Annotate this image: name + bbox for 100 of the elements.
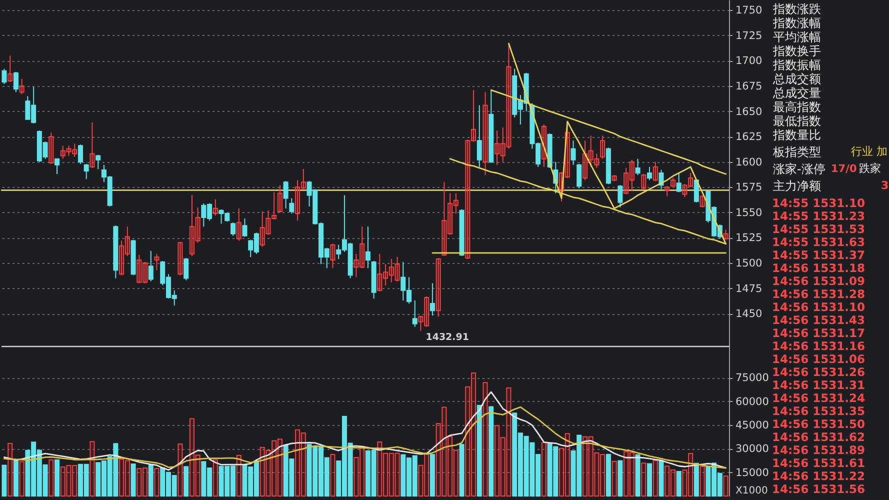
text: 14:56 1531.16 — [772, 339, 865, 353]
candlestick — [676, 172, 682, 193]
y-tick-label: 75000 — [736, 372, 769, 384]
candlestick — [448, 192, 453, 236]
bar — [635, 454, 640, 496]
candlestick — [295, 180, 300, 222]
bar — [559, 448, 564, 496]
candlestick — [230, 222, 236, 236]
candlestick — [300, 168, 306, 190]
candlestick — [471, 90, 476, 142]
text: 指数振幅 — [772, 58, 821, 72]
line-series — [4, 406, 726, 469]
text: 14:56 1531.18 — [772, 261, 865, 275]
candlestick — [242, 218, 248, 238]
candlestick — [582, 140, 588, 181]
y-tick-label: 1725 — [736, 30, 762, 42]
bar — [295, 429, 300, 496]
candlestick — [272, 192, 277, 220]
bar — [8, 442, 13, 496]
bar — [694, 462, 699, 496]
text: 14:56 1531.35 — [772, 404, 865, 418]
bar — [388, 452, 394, 496]
bar — [564, 433, 570, 496]
candlestick — [629, 159, 634, 192]
bar — [629, 452, 634, 496]
text: 行业 加 — [851, 145, 888, 158]
candlestick — [442, 182, 447, 256]
y-tick-label: 1450 — [736, 308, 762, 320]
line-series — [4, 391, 726, 471]
bar — [19, 461, 24, 496]
bar — [424, 452, 430, 496]
bar — [688, 453, 694, 496]
y-tick-label: 1575 — [736, 182, 762, 194]
candlestick — [72, 143, 78, 158]
y-tick-label: 45000 — [736, 419, 769, 432]
bar — [641, 462, 646, 496]
text: 14:56 1531.24 — [772, 391, 865, 405]
text: 14:56 1531.61 — [772, 456, 865, 470]
text: 14:56 1531.31 — [772, 378, 865, 392]
y-tick-label: 1525 — [736, 232, 762, 244]
bar — [330, 454, 336, 496]
text: 14:56 1531.62 — [772, 430, 865, 444]
text: 14:55 1531.63 — [772, 235, 865, 249]
bar — [618, 460, 623, 496]
text: 14:56 1531.28 — [772, 287, 865, 301]
bar — [624, 451, 629, 496]
bar — [612, 460, 617, 496]
bar — [60, 466, 66, 496]
candlestick — [142, 262, 148, 284]
bar — [300, 432, 306, 496]
candlestick — [476, 104, 482, 168]
candlestick — [688, 172, 694, 188]
bar — [260, 446, 265, 496]
bar — [430, 454, 435, 496]
candlestick — [60, 145, 66, 160]
candlestick — [394, 256, 400, 282]
bar — [66, 465, 72, 496]
candlestick — [184, 257, 189, 281]
candlestick — [8, 55, 13, 82]
candlestick — [54, 158, 60, 175]
bar — [72, 465, 78, 496]
text: 3 — [881, 179, 889, 192]
bar — [647, 463, 652, 496]
text: 指数换手 — [772, 44, 821, 58]
bar — [383, 452, 388, 496]
bar — [124, 460, 130, 496]
text: 指数量比 — [772, 128, 821, 142]
bar — [488, 406, 494, 496]
text: 板指类型 — [772, 145, 821, 159]
bar — [436, 423, 441, 496]
bar — [272, 440, 277, 496]
text: 14:56 1531.50 — [772, 417, 865, 431]
candlestick — [641, 174, 646, 190]
bar — [600, 454, 606, 496]
candlestick — [412, 300, 418, 328]
bar — [54, 459, 60, 496]
candlestick — [388, 258, 394, 283]
candlestick — [682, 184, 688, 198]
candlestick — [48, 132, 54, 164]
y-tick-label: 1750 — [736, 4, 762, 17]
text: 17/0 — [831, 163, 857, 175]
bar — [453, 450, 458, 496]
bar — [594, 452, 600, 496]
text: 14:56 1531.09 — [772, 274, 865, 288]
text: 14:55 1531.10 — [772, 196, 865, 210]
text: 14:56 1531.22 — [772, 469, 865, 483]
bar — [266, 450, 271, 496]
text: 最高指数 — [773, 100, 821, 114]
text: 最低指数 — [773, 114, 821, 128]
bar — [2, 464, 7, 496]
candlestick — [453, 192, 458, 214]
candlestick — [13, 71, 18, 93]
bar — [582, 436, 588, 496]
candlestick — [2, 68, 7, 84]
candlestick — [430, 282, 435, 316]
bar — [195, 454, 200, 496]
candlestick — [289, 198, 294, 214]
text: 指数涨幅 — [772, 16, 821, 30]
bar — [723, 475, 728, 496]
bar — [90, 441, 95, 496]
